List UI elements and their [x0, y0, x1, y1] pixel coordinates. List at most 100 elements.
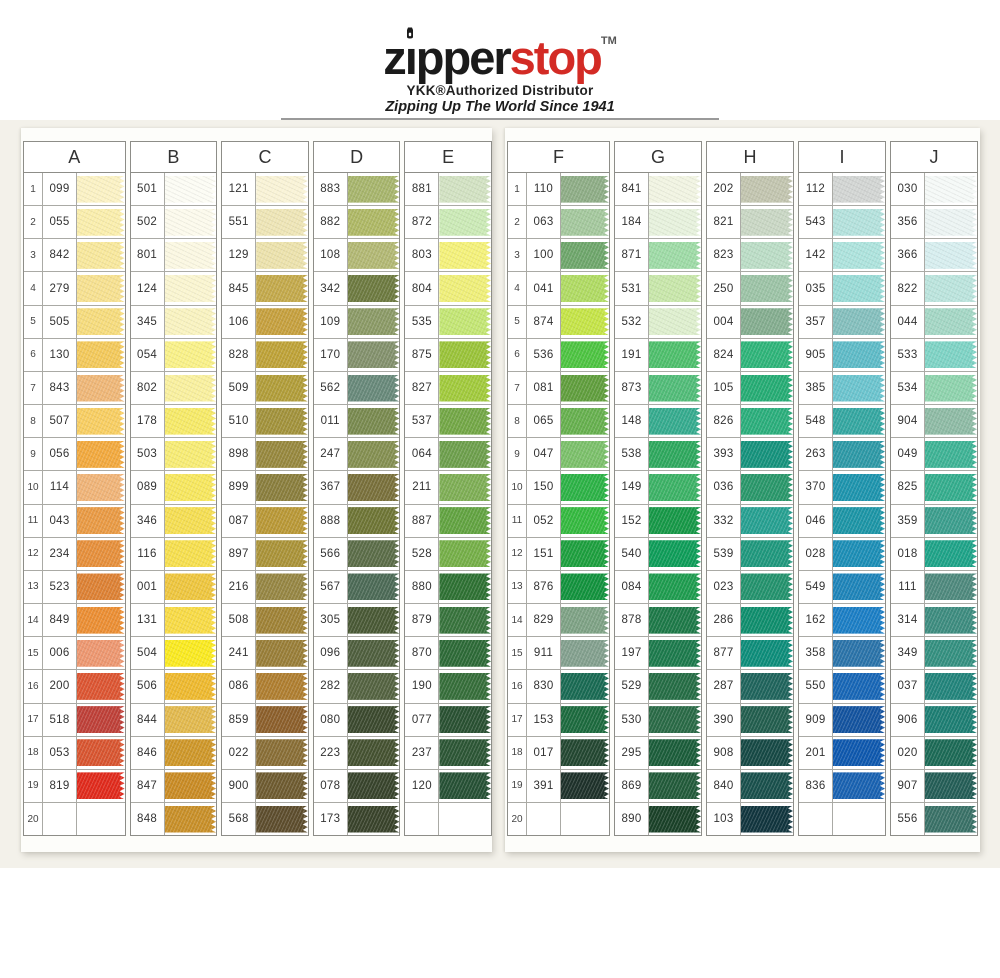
swatch-row: 826: [707, 405, 793, 439]
color-code: 111: [891, 570, 925, 604]
color-swatch: [561, 209, 609, 236]
color-swatch: [348, 242, 400, 269]
logo-zipper-i: ı: [405, 27, 418, 81]
color-swatch: [77, 408, 125, 435]
column-letter: B: [130, 142, 217, 173]
swatch-row: 17 518: [24, 703, 125, 737]
row-number: 13: [24, 570, 43, 604]
color-code: 018: [891, 537, 925, 570]
swatch-cell: [77, 637, 125, 669]
color-swatch: [348, 806, 400, 833]
color-swatch: [925, 341, 977, 368]
swatch-row: 880: [405, 570, 491, 605]
swatch-row: 530: [615, 703, 701, 737]
swatch-cell: [833, 670, 885, 702]
column-letter: D: [313, 142, 400, 173]
swatch-row: 9 047: [508, 438, 609, 472]
swatch-row: 539: [707, 537, 793, 571]
swatch-row: 023: [707, 570, 793, 605]
swatch-row: 241: [222, 637, 308, 671]
color-code: 830: [527, 670, 561, 703]
logo-pper: pper: [415, 31, 512, 84]
swatch-cell: [77, 604, 125, 636]
column-letter: G: [615, 142, 701, 173]
color-code: 870: [405, 637, 440, 670]
color-swatch: [833, 408, 885, 435]
color-code: 081: [527, 371, 561, 405]
swatch-cell: [77, 538, 125, 570]
swatch-cell: [833, 571, 885, 603]
color-code: 531: [615, 272, 649, 305]
swatch-row: 116: [130, 537, 217, 571]
swatch-cell: [348, 604, 400, 636]
color-swatch: [439, 607, 491, 634]
swatch-row: 202: [707, 173, 793, 207]
color-swatch: [741, 474, 793, 501]
swatch-row: 7 081: [508, 371, 609, 406]
color-code: 054: [131, 338, 165, 371]
swatch-cell: [439, 604, 491, 636]
swatch-cell: [165, 704, 217, 736]
swatch-row: 346: [130, 504, 217, 538]
swatch-cell: [925, 670, 977, 702]
swatch-cell: [256, 339, 308, 371]
color-column-E: E 881 872 803 804 535 875 827 537 064 211 887 528 880…: [404, 141, 492, 836]
color-column-B: B 501 502 801 124 345 054 802 178 503 089 346 116 001…: [129, 141, 218, 836]
swatch-cell: [833, 339, 885, 371]
swatch-row: 036: [707, 471, 793, 505]
swatch-cell: [256, 239, 308, 271]
swatch-cell: [833, 704, 885, 736]
swatch-row: 550: [799, 670, 885, 704]
swatch-cell: [256, 471, 308, 503]
color-column-J: J 030 356 366 822 044 533 534 904 049 825 359 018 111…: [890, 141, 978, 836]
color-swatch: [348, 607, 400, 634]
swatch-cell: [741, 173, 793, 205]
color-swatch: [741, 706, 793, 733]
row-number: 4: [24, 272, 43, 305]
color-swatch: [833, 772, 885, 799]
zipper-pull-icon: [407, 27, 414, 39]
color-swatch: [833, 607, 885, 634]
swatch-row: 342: [313, 272, 400, 306]
swatch-row: 897: [222, 537, 308, 571]
swatch-cell: [833, 538, 885, 570]
swatch-cell: [925, 239, 977, 271]
color-code: 359: [891, 504, 925, 537]
color-code: 523: [43, 570, 77, 604]
color-swatch: [833, 176, 885, 203]
swatch-row: 821: [707, 206, 793, 240]
swatch-row: 393: [707, 438, 793, 472]
color-swatch: [348, 275, 400, 302]
swatch-row: 345: [130, 305, 217, 339]
color-swatch: [439, 474, 491, 501]
color-swatch: [561, 441, 609, 468]
color-swatch: [561, 242, 609, 269]
color-swatch: [439, 540, 491, 567]
swatch-row: 6 130: [24, 338, 125, 372]
swatch-row: 878: [615, 604, 701, 638]
color-code: 385: [799, 371, 833, 405]
swatch-cell: [833, 405, 885, 437]
swatch-row: 020: [891, 736, 977, 770]
color-swatch: [77, 275, 125, 302]
color-swatch: [165, 573, 217, 600]
color-code: 282: [314, 670, 348, 703]
color-code: 501: [131, 173, 165, 206]
swatch-row: 899: [222, 471, 308, 505]
swatch-cell: [165, 670, 217, 702]
swatch-cell: [649, 438, 701, 470]
color-swatch: [256, 573, 308, 600]
color-code: 888: [314, 504, 348, 537]
swatch-cell: [833, 272, 885, 304]
color-code: 105: [707, 371, 741, 405]
color-code: 023: [707, 570, 741, 604]
swatch-cell: [439, 173, 491, 205]
swatch-row: 877: [707, 637, 793, 671]
color-swatch: [561, 341, 609, 368]
swatch-row: 385: [799, 371, 885, 406]
swatch-cell: [741, 438, 793, 470]
swatch-cell: [925, 505, 977, 537]
color-swatch: [561, 176, 609, 203]
color-code: 006: [43, 637, 77, 670]
color-code: 109: [314, 305, 348, 338]
